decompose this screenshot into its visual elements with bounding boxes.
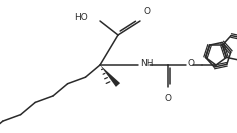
- Text: NH: NH: [140, 59, 154, 68]
- Text: O: O: [144, 7, 151, 16]
- Text: HO: HO: [74, 14, 88, 22]
- Polygon shape: [100, 65, 120, 87]
- Text: O: O: [188, 59, 195, 68]
- Text: O: O: [164, 94, 172, 103]
